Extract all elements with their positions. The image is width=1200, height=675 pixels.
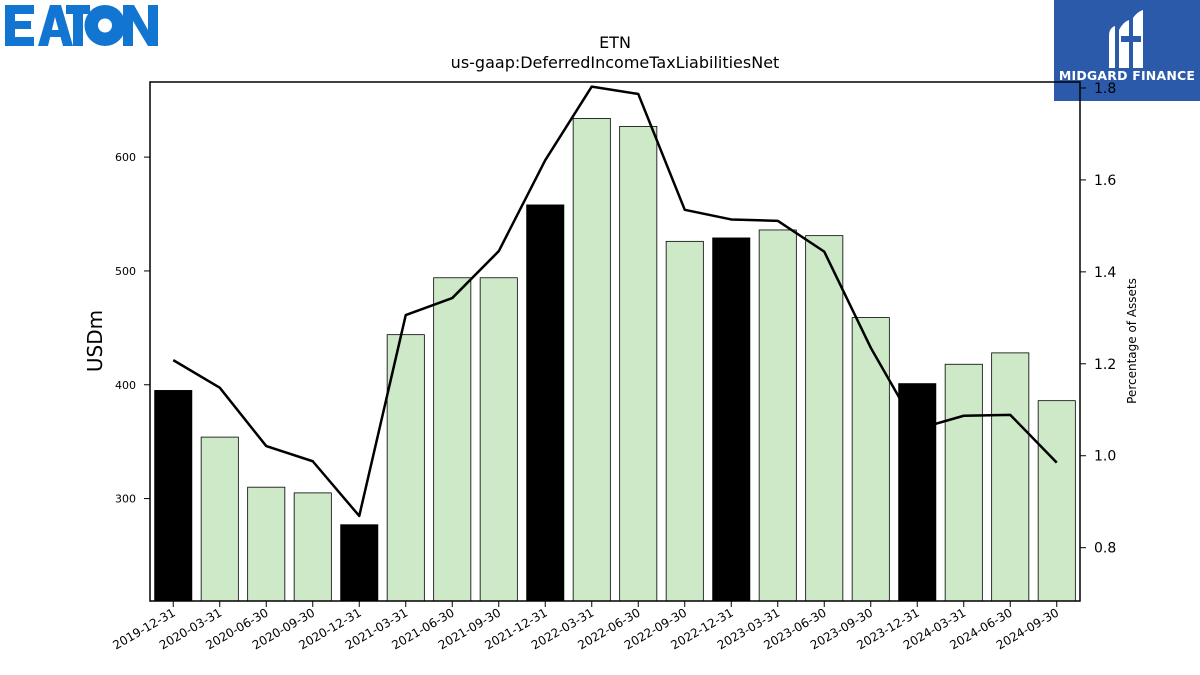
- x-axis: 2019-12-312020-03-312020-06-302020-09-30…: [110, 601, 1061, 652]
- bar-2024-09-30: [1037, 400, 1076, 602]
- bar-2022-09-30: [665, 240, 704, 602]
- y-axis-right: 0.8 1.0 1.2 1.4 1.6 1.8: [1080, 81, 1116, 557]
- bar-2023-12-31: [898, 383, 937, 602]
- percentage-line: [172, 85, 1058, 518]
- bar-2020-12-31: [340, 524, 379, 602]
- bar-2024-03-31: [944, 363, 983, 602]
- bar-2023-03-31: [758, 229, 797, 602]
- chart-subtitle: us-gaap:DeferredIncomeTaxLiabilitiesNet: [451, 53, 780, 72]
- bar-2024-06-30: [991, 352, 1030, 602]
- y-axis-label: USDm: [83, 310, 107, 372]
- bar-2023-06-30: [805, 235, 844, 602]
- bar-2023-09-30: [851, 317, 890, 602]
- y-tick-label: 300: [115, 493, 136, 506]
- y2-tick-label: 1.8: [1094, 81, 1116, 97]
- y2-tick-label: 1.6: [1094, 173, 1116, 189]
- bar-2020-03-31: [200, 436, 239, 602]
- midgard-finance-wordmark: MIDGARD FINANCE: [1058, 68, 1196, 83]
- bar-2021-12-31: [526, 204, 565, 602]
- bar-2021-03-31: [386, 334, 425, 602]
- plot-frame: [149, 81, 1081, 602]
- bar-series: [154, 118, 1076, 602]
- eaton-logo: [0, 0, 170, 60]
- bar-2022-06-30: [619, 125, 658, 602]
- y2-tick-label: 0.8: [1094, 541, 1116, 557]
- bar-2020-09-30: [293, 492, 332, 602]
- bar-2020-06-30: [247, 486, 286, 602]
- y-tick-label: 600: [115, 151, 136, 164]
- y2-axis-label: Percentage of Assets: [1125, 278, 1139, 404]
- midgard-mark-icon: [1109, 10, 1143, 68]
- midgard-finance-logo: MIDGARD FINANCE: [1054, 0, 1200, 101]
- y2-tick-label: 1.0: [1094, 449, 1116, 465]
- y-tick-label: 500: [115, 265, 136, 278]
- y2-tick-label: 1.4: [1094, 265, 1116, 281]
- y2-tick-label: 1.2: [1094, 357, 1116, 373]
- y-tick-label: 400: [115, 379, 136, 392]
- bar-2021-09-30: [479, 277, 518, 602]
- eaton-logo-mark: [5, 5, 158, 46]
- bar-2021-06-30: [433, 277, 472, 602]
- bar-2022-12-31: [712, 237, 751, 602]
- chart-title: ETN: [599, 33, 631, 52]
- bar-2019-12-31: [154, 390, 193, 602]
- y-axis-left: 300 400 500 600: [115, 151, 150, 506]
- bar-2022-03-31: [572, 118, 611, 602]
